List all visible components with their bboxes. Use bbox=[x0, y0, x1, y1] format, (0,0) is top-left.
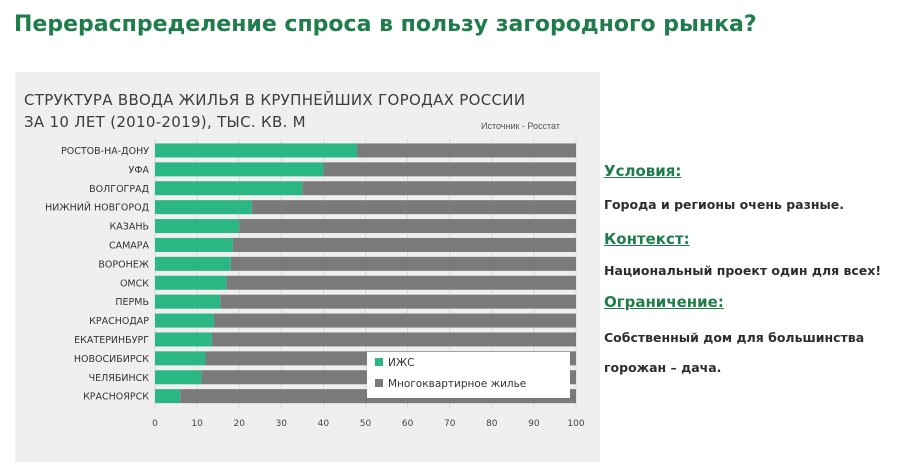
bar-apartment bbox=[357, 143, 576, 158]
legend-box bbox=[367, 352, 570, 398]
x-tick-label: 90 bbox=[528, 419, 540, 429]
category-label: НОВОСИБИРСК bbox=[74, 354, 149, 365]
bar-apartment bbox=[239, 219, 576, 234]
x-tick-label: 60 bbox=[402, 419, 414, 429]
legend-label: ИЖС bbox=[388, 357, 415, 369]
category-label: КАЗАНЬ bbox=[110, 222, 150, 233]
bar-izhs bbox=[155, 389, 181, 404]
chart-title: СТРУКТУРА ВВОДА ЖИЛЬЯ В КРУПНЕЙШИХ ГОРОД… bbox=[24, 89, 525, 133]
bar-izhs bbox=[155, 332, 212, 347]
limitation-heading: Ограничение: bbox=[604, 293, 724, 311]
category-label: КРАСНОДАР bbox=[89, 316, 149, 327]
bar-izhs bbox=[155, 351, 206, 366]
bar-apartment bbox=[213, 313, 576, 328]
category-label: ЧЕЛЯБИНСК bbox=[89, 373, 150, 384]
bar-izhs bbox=[155, 181, 303, 196]
category-label: ПЕРМЬ bbox=[115, 297, 149, 308]
category-label: КРАСНОЯРСК bbox=[83, 392, 149, 403]
bar-apartment bbox=[323, 162, 576, 177]
bar-apartment bbox=[302, 181, 576, 196]
bar-izhs bbox=[155, 237, 233, 252]
bar-izhs bbox=[155, 143, 358, 158]
legend-swatch bbox=[375, 358, 383, 366]
x-tick-label: 10 bbox=[191, 419, 203, 429]
chart-source: Источник - Росстат bbox=[481, 121, 560, 131]
bar-izhs bbox=[155, 256, 231, 271]
category-label: ВОРОНЕЖ bbox=[98, 259, 149, 270]
bar-izhs bbox=[155, 200, 252, 215]
x-tick-label: 30 bbox=[276, 419, 288, 429]
bar-izhs bbox=[155, 162, 324, 177]
bar-izhs bbox=[155, 219, 240, 234]
x-tick-label: 50 bbox=[360, 419, 372, 429]
conditions-text: Города и регионы очень разные. bbox=[604, 197, 845, 212]
bar-izhs bbox=[155, 370, 202, 385]
context-heading: Контекст: bbox=[604, 230, 690, 248]
x-tick-label: 40 bbox=[318, 419, 330, 429]
x-tick-label: 70 bbox=[444, 419, 456, 429]
category-label: САМАРА bbox=[109, 240, 150, 251]
x-tick-label: 0 bbox=[152, 419, 158, 429]
bar-apartment bbox=[230, 256, 576, 271]
bar-izhs bbox=[155, 275, 227, 290]
slide-title: Перераспределение спроса в пользу загоро… bbox=[14, 12, 757, 37]
category-label: УФА bbox=[129, 165, 150, 176]
x-tick-label: 100 bbox=[567, 419, 584, 429]
chart-title-line2: ЗА 10 ЛЕТ (2010-2019), ТЫС. КВ. М bbox=[24, 113, 306, 131]
category-label: ОМСК bbox=[120, 278, 149, 289]
limitation-text-line1: Собственный дом для большинства bbox=[604, 330, 865, 345]
bar-izhs bbox=[155, 313, 214, 328]
chart-title-line1: СТРУКТУРА ВВОДА ЖИЛЬЯ В КРУПНЕЙШИХ ГОРОД… bbox=[24, 91, 526, 109]
conditions-heading: Условия: bbox=[604, 162, 682, 180]
bar-izhs bbox=[155, 294, 221, 309]
legend-label: Многоквартирное жилье bbox=[388, 378, 526, 390]
bar-apartment bbox=[226, 275, 576, 290]
bar-apartment bbox=[211, 332, 576, 347]
category-label: ЕКАТЕРИНБУРГ bbox=[74, 335, 149, 346]
context-text: Национальный проект один для всех! bbox=[604, 263, 882, 278]
legend-swatch bbox=[375, 379, 383, 387]
bar-apartment bbox=[251, 200, 576, 215]
x-tick-label: 20 bbox=[233, 419, 245, 429]
limitation-text-line2: горожан – дача. bbox=[604, 360, 722, 375]
x-tick-label: 80 bbox=[486, 419, 498, 429]
category-label: НИЖНИЙ НОВГОРОД bbox=[45, 202, 149, 214]
category-label: РОСТОВ-НА-ДОНУ bbox=[61, 146, 149, 157]
bar-apartment bbox=[220, 294, 576, 309]
category-label: ВОЛГОГРАД bbox=[89, 184, 149, 195]
bar-apartment bbox=[232, 237, 576, 252]
